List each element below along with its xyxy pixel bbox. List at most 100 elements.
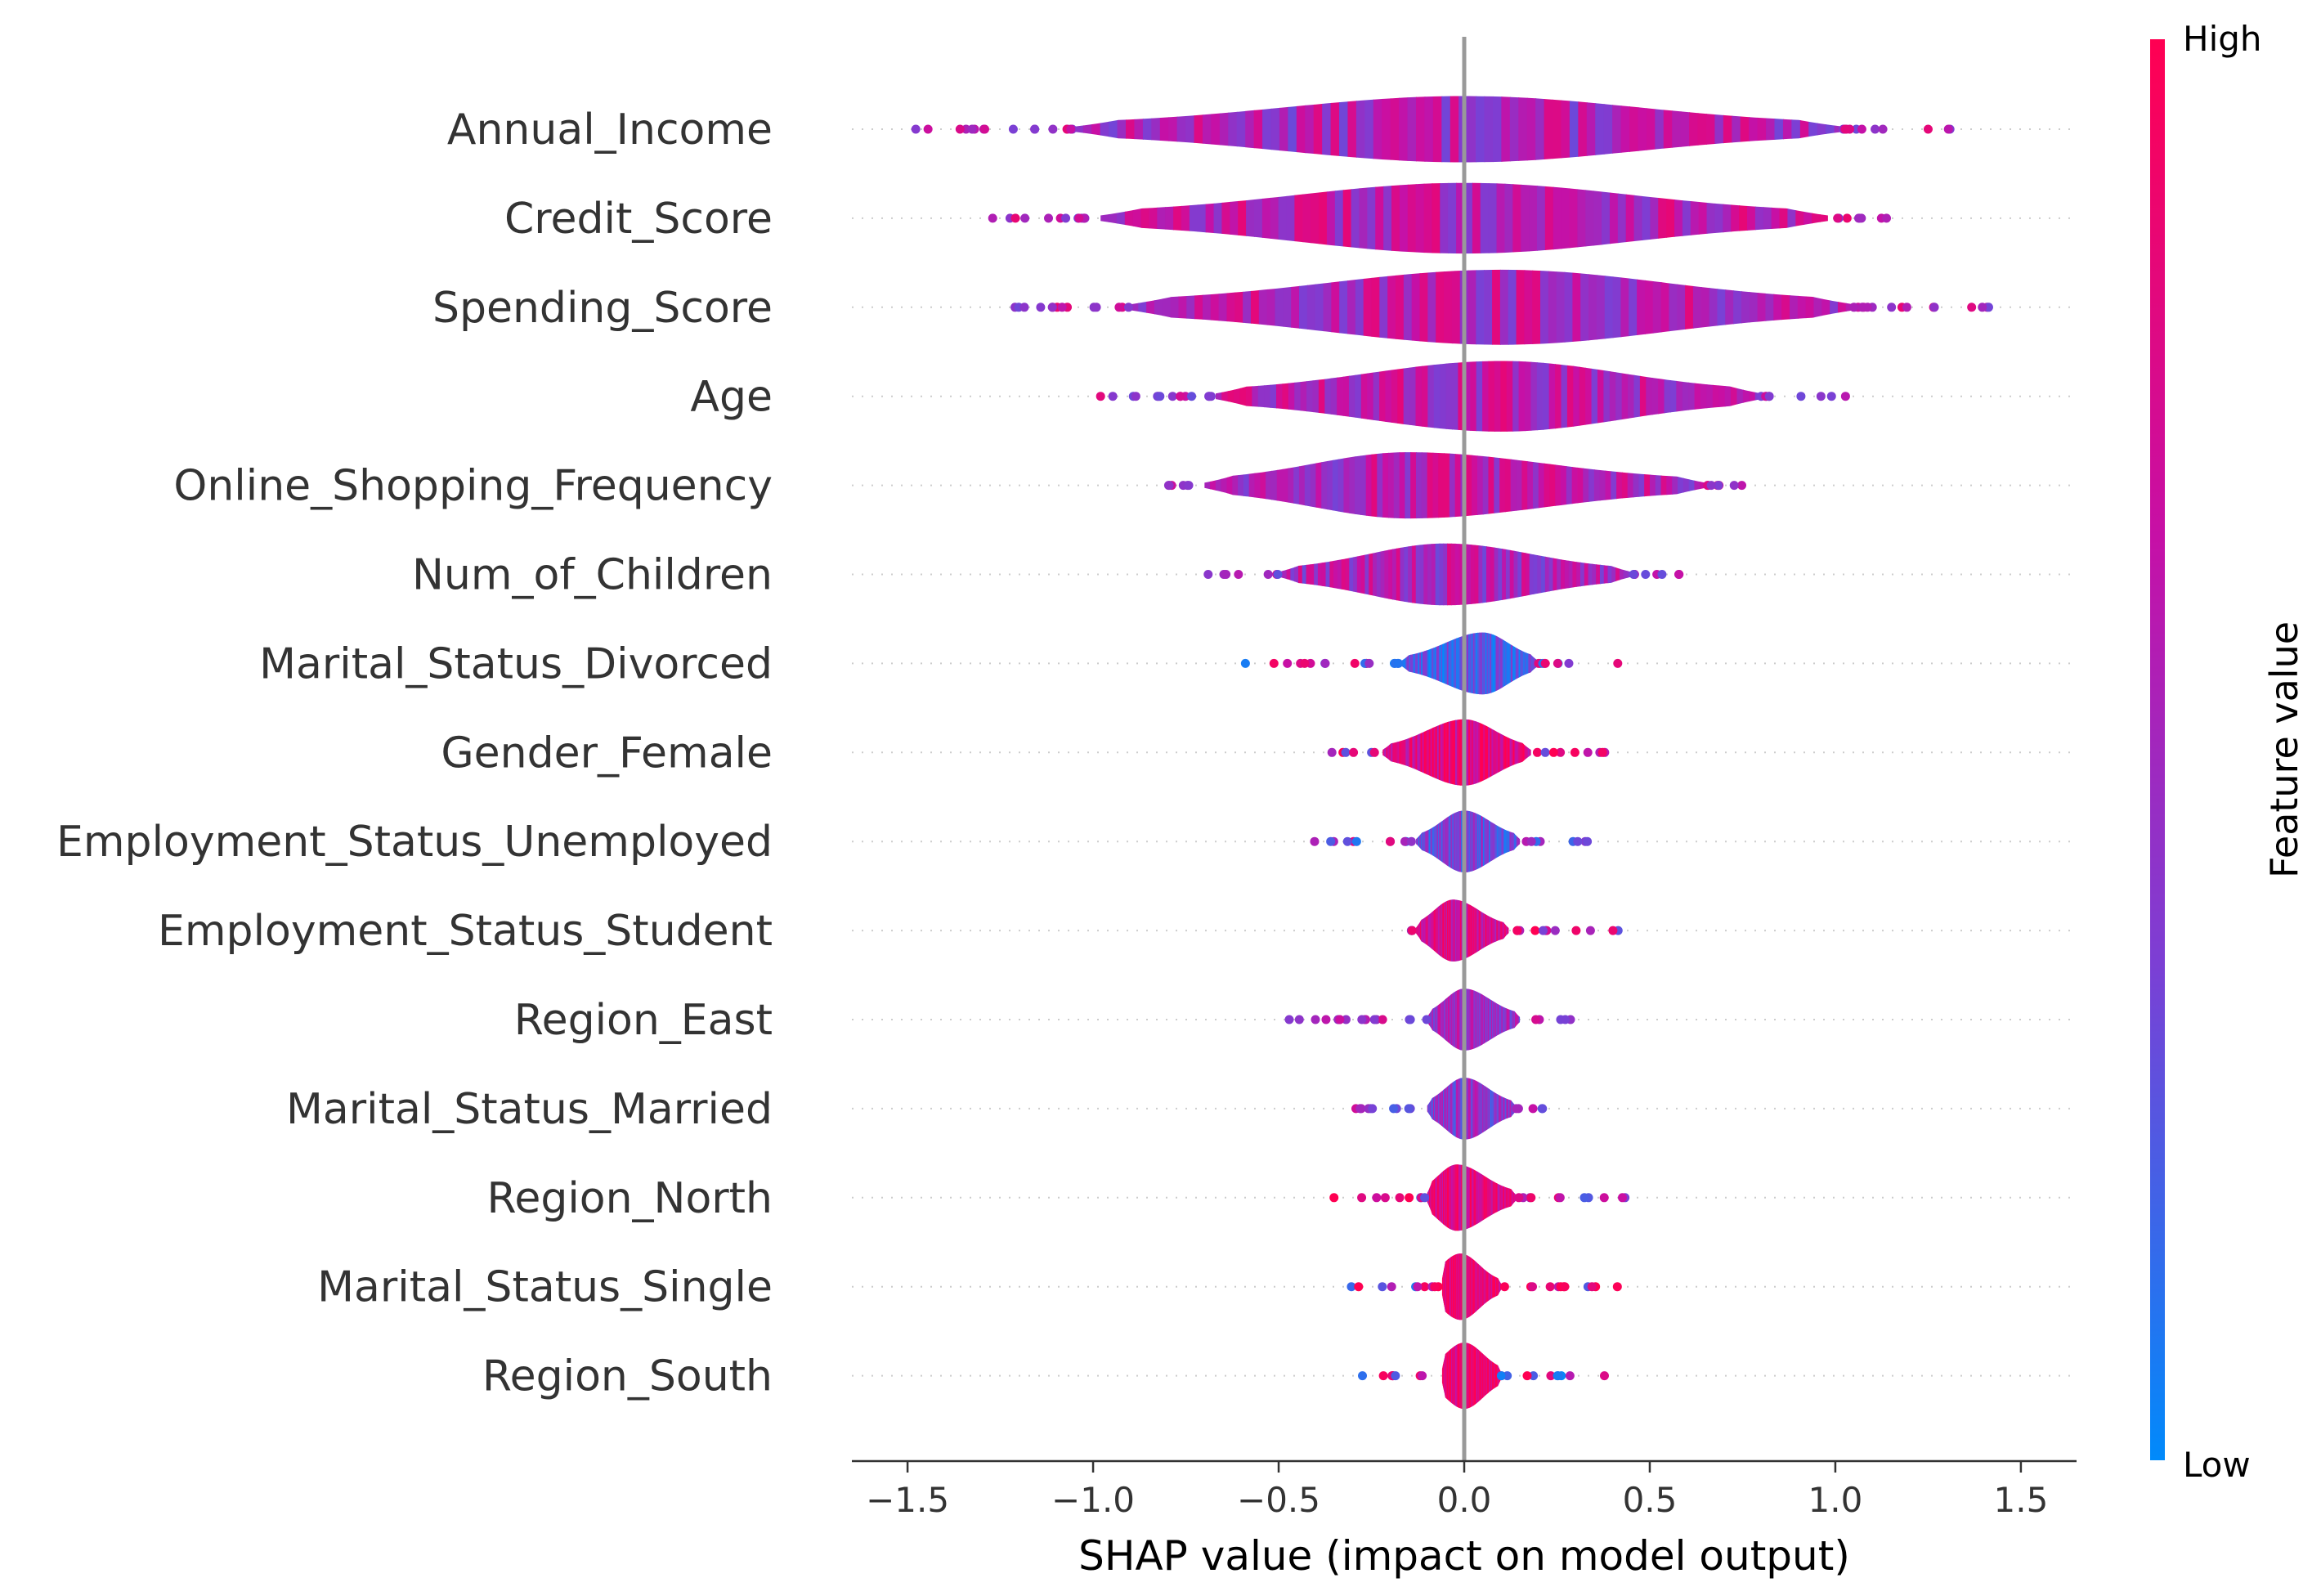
outlier-point: [1529, 1371, 1539, 1381]
outlier-point: [1234, 570, 1243, 579]
outlier-point: [1413, 1282, 1423, 1292]
outlier-point: [1857, 124, 1866, 134]
outlier-point: [1114, 303, 1124, 312]
outlier-point: [1074, 213, 1084, 223]
x-tick-label: 1.0: [1808, 1480, 1863, 1520]
outlier-point: [967, 124, 977, 134]
outlier-point: [1943, 124, 1953, 134]
outlier-point: [1061, 213, 1071, 223]
outlier-point: [1354, 1282, 1364, 1292]
x-tick-label: 0.5: [1623, 1480, 1678, 1520]
outlier-point: [1714, 481, 1723, 491]
feature-row: Annual_Income: [447, 96, 2077, 163]
violin-body: [1427, 1164, 1517, 1231]
outlier-point: [1531, 1015, 1541, 1024]
outlier-point: [1321, 1015, 1331, 1024]
outlier-point: [1657, 570, 1667, 579]
feature-label: Online_Shopping_Frequency: [173, 462, 773, 511]
outlier-point: [1349, 747, 1359, 757]
outlier-point: [1047, 303, 1057, 312]
outlier-point: [1528, 1104, 1538, 1114]
outlier-point: [1613, 658, 1623, 668]
outlier-point: [1167, 392, 1177, 401]
outlier-point: [1499, 1282, 1509, 1292]
outlier-point: [1131, 392, 1140, 401]
violin-body: [1215, 361, 1762, 432]
feature-row: Region_East: [514, 989, 2077, 1051]
violin-body: [1279, 543, 1632, 606]
violin-body: [1074, 96, 1843, 163]
outlier-point: [1341, 747, 1351, 757]
violin-body: [1382, 719, 1531, 786]
outlier-point: [1407, 926, 1417, 935]
outlier-point: [1020, 213, 1030, 223]
outlier-point: [1545, 1282, 1555, 1292]
feature-label: Credit_Score: [504, 195, 773, 244]
feature-rows: Annual_Income Credit_Score Spending_Score A…: [56, 96, 2077, 1410]
feature-label: Annual_Income: [447, 105, 773, 155]
outlier-point: [1163, 481, 1173, 491]
outlier-point: [1556, 747, 1566, 757]
feature-row: Num_of_Children: [412, 543, 2077, 606]
outlier-point: [1311, 1015, 1320, 1024]
outlier-point: [1123, 303, 1133, 312]
outlier-point: [1599, 1193, 1609, 1203]
outlier-point: [1878, 124, 1888, 134]
violin-body: [1400, 632, 1539, 695]
colorbar: High Low Feature value: [2150, 19, 2306, 1485]
violin-body: [1441, 1343, 1502, 1410]
outlier-point: [1048, 124, 1058, 134]
outlier-point: [1522, 1371, 1532, 1381]
violin-body: [1130, 269, 1854, 345]
outlier-point: [1564, 658, 1574, 668]
outlier-point: [1526, 836, 1536, 846]
outlier-point: [1570, 747, 1579, 757]
outlier-point: [1391, 1371, 1400, 1381]
outlier-point: [1548, 747, 1558, 757]
outlier-point: [1538, 1104, 1548, 1114]
colorbar-title: Feature value: [2262, 621, 2306, 878]
outlier-point: [1294, 1015, 1304, 1024]
outlier-point: [1560, 1282, 1570, 1292]
outlier-point: [1387, 1282, 1396, 1292]
outlier-point: [1538, 926, 1548, 935]
violin-body: [1204, 452, 1706, 519]
x-tick-label: −1.0: [1051, 1480, 1135, 1520]
outlier-point: [1418, 1371, 1427, 1381]
outlier-point: [1599, 1371, 1609, 1381]
feature-label: Age: [690, 373, 773, 422]
outlier-point: [1395, 1193, 1405, 1203]
outlier-point: [1389, 1104, 1399, 1114]
outlier-point: [1540, 658, 1550, 668]
outlier-point: [1010, 213, 1020, 223]
feature-row: Gender_Female: [441, 719, 2077, 786]
outlier-point: [1983, 303, 1993, 312]
violin-body: [1100, 182, 1828, 254]
feature-row: Region_South: [482, 1343, 2077, 1410]
feature-label: Marital_Status_Married: [286, 1085, 773, 1134]
violin-body: [1427, 989, 1521, 1051]
feature-label: Num_of_Children: [412, 551, 773, 600]
outlier-point: [1329, 1193, 1339, 1203]
outlier-point: [1674, 570, 1683, 579]
outlier-point: [1729, 481, 1739, 491]
x-tick-label: −0.5: [1237, 1480, 1320, 1520]
feature-label: Employment_Status_Student: [158, 907, 773, 956]
outlier-point: [1737, 481, 1747, 491]
outlier-point: [911, 124, 921, 134]
x-axis: −1.5 −1.0 −0.5 0.0 0.5 1.0 1.5: [852, 1459, 2077, 1520]
outlier-point: [1310, 836, 1320, 846]
outlier-point: [1364, 658, 1374, 668]
outlier-point: [923, 124, 933, 134]
outlier-point: [1857, 213, 1866, 223]
outlier-point: [1882, 213, 1892, 223]
outlier-point: [1284, 1015, 1294, 1024]
feature-row: Marital_Status_Divorced: [259, 632, 2077, 695]
outlier-point: [1008, 124, 1018, 134]
outlier-point: [1430, 1282, 1440, 1292]
outlier-point: [1571, 926, 1581, 935]
feature-row: Credit_Score: [504, 182, 2077, 254]
outlier-point: [1263, 570, 1273, 579]
outlier-point: [1327, 747, 1337, 757]
